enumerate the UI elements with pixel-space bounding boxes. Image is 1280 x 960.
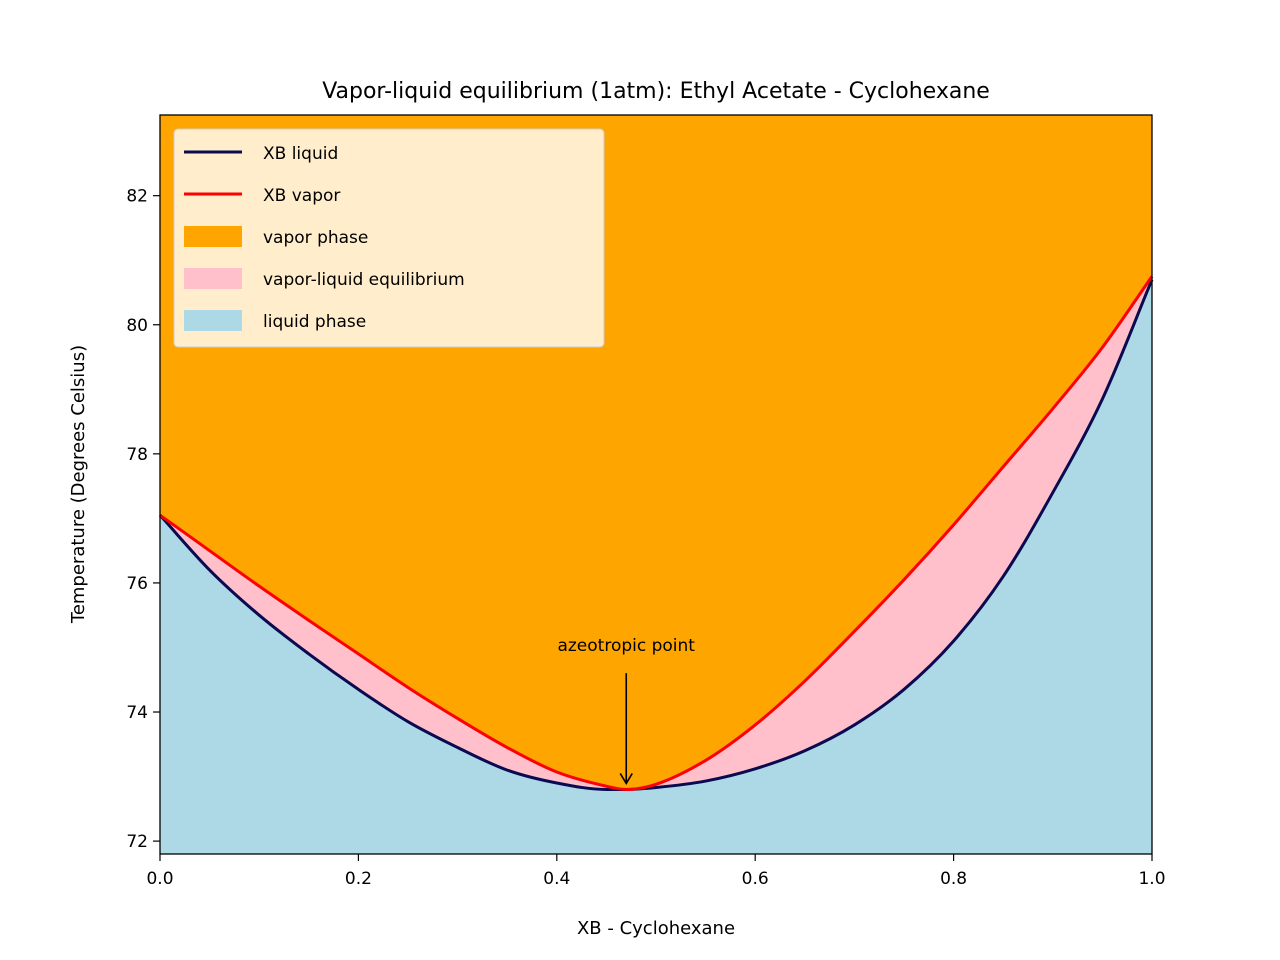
y-tick-label: 80: [126, 316, 148, 336]
legend-swatch: [184, 268, 242, 289]
y-tick-label: 78: [126, 445, 148, 465]
legend: XB liquid XB vapor vapor phase vapor-liquid…: [173, 128, 605, 348]
y-tick-label: 76: [126, 574, 148, 594]
x-tick-label: 0.6: [742, 869, 769, 889]
annotation-layer: azeotropic point: [557, 636, 695, 786]
y-tick-label: 72: [126, 832, 148, 852]
legend-swatch: [184, 310, 242, 331]
series-line-xb-liquid: [158, 279, 1154, 791]
liquid-phase-area: [160, 279, 1152, 855]
legend-label: vapor phase: [263, 228, 368, 248]
legend-swatch: [184, 226, 242, 247]
vle-area: [160, 276, 1152, 790]
chart-title: Vapor-liquid equilibrium (1atm): Ethyl A…: [322, 79, 990, 104]
x-tick-label: 0.0: [146, 869, 173, 889]
x-axis: 0.0 0.2 0.4 0.6 0.8 1.0: [146, 854, 1166, 889]
legend-item: vapor phase: [184, 226, 368, 248]
legend-label: liquid phase: [263, 312, 366, 332]
legend-label: XB liquid: [263, 144, 338, 164]
legend-item: vapor-liquid equilibrium: [184, 268, 465, 290]
legend-label: vapor-liquid equilibrium: [263, 270, 465, 290]
plot-frame: [159, 114, 1153, 855]
legend-label: XB vapor: [263, 186, 340, 206]
x-axis-label: XB - Cyclohexane: [577, 918, 735, 939]
x-tick-label: 0.8: [940, 869, 967, 889]
x-tick-label: 1.0: [1138, 869, 1165, 889]
legend-item: XB liquid: [184, 144, 338, 164]
x-tick-label: 0.2: [345, 869, 372, 889]
y-tick-label: 82: [126, 187, 148, 207]
legend-item: XB vapor: [184, 186, 340, 206]
annotation-text: azeotropic point: [557, 636, 695, 656]
y-axis-label: Temperature (Degrees Celsius): [68, 345, 89, 624]
x-tick-label: 0.4: [543, 869, 570, 889]
legend-item: liquid phase: [184, 310, 366, 332]
series-line-xb-vapor: [159, 275, 1154, 791]
y-axis: 72 74 76 78 80 82: [126, 187, 160, 852]
y-tick-label: 74: [126, 703, 148, 723]
annotation-arrow-head: [619, 773, 633, 786]
legend-box: [173, 128, 605, 348]
